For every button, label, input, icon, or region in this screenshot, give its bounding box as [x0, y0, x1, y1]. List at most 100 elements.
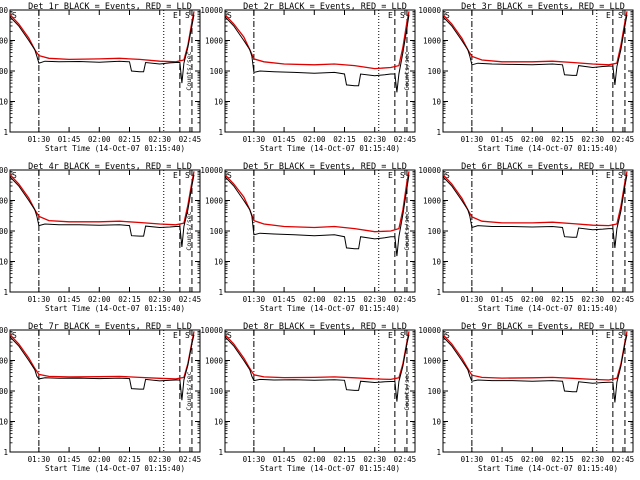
series-line-events — [443, 14, 628, 85]
y-tick-label: 10 — [214, 418, 224, 427]
y-tick-label: 10 — [0, 98, 8, 107]
y-tick-label: 1000 — [0, 37, 8, 46]
x-tick-label: 02:00 — [303, 135, 326, 144]
panel-title: Det 1r BLACK = Events, RED = LLD — [28, 2, 192, 12]
x-tick-label: 01:30 — [461, 295, 484, 304]
panel-title: Det 9r BLACK = Events, RED = LLD — [461, 322, 625, 332]
x-tick-label: 02:45 — [394, 295, 417, 304]
series-line-events — [443, 334, 628, 403]
corner-mark-left: S — [445, 331, 450, 340]
y-tick-label: 100 — [427, 67, 441, 76]
panel-title: Det 6r BLACK = Events, RED = LLD — [461, 162, 625, 172]
corner-mark-right: S — [185, 331, 190, 340]
panel-title: Det 7r BLACK = Events, RED = LLD — [28, 322, 192, 332]
x-tick-label: 02:30 — [581, 135, 604, 144]
corner-mark-right: E — [606, 171, 611, 180]
y-tick-label: 10000 — [0, 166, 8, 175]
corner-mark-left: S — [445, 11, 450, 20]
y-tick-label: 10 — [214, 98, 224, 107]
corner-mark-right: E — [388, 331, 393, 340]
detector-panel-7: Det 7r BLACK = Events, RED = LLD 1 10 100 10… — [0, 322, 201, 473]
x-tick-label: 01:30 — [461, 455, 484, 464]
series-line-events — [225, 174, 410, 257]
y-tick-label: 10 — [432, 258, 442, 267]
x-tick-label: 02:15 — [551, 135, 574, 144]
x-tick-label: 02:45 — [612, 455, 635, 464]
x-axis-label: Start Time (14-Oct-07 01:15:40) — [45, 304, 185, 313]
y-tick-label: 10000 — [0, 6, 8, 15]
series-line-events — [225, 14, 410, 93]
x-tick-label: 01:45 — [491, 135, 514, 144]
y-tick-label: 1000 — [423, 357, 442, 366]
y-tick-label: 10 — [0, 418, 8, 427]
x-tick-label: 02:15 — [333, 295, 356, 304]
corner-mark-right: E — [606, 11, 611, 20]
x-tick-label: 02:15 — [551, 455, 574, 464]
corner-mark-left: S — [12, 11, 17, 20]
series-line-lld — [225, 171, 410, 233]
x-tick-label: 01:45 — [273, 135, 296, 144]
y-tick-label: 1000 — [423, 37, 442, 46]
corner-mark-left: S — [227, 171, 232, 180]
y-tick-label: 1000 — [205, 357, 224, 366]
detector-panel-2: Det 2r BLACK = Events, RED = LLD 1 10 100 10… — [185, 2, 416, 153]
corner-mark-right: E — [606, 331, 611, 340]
x-tick-label: 01:30 — [461, 135, 484, 144]
x-tick-label: 02:30 — [148, 455, 171, 464]
series-line-lld — [225, 331, 410, 381]
y-tick-label: 100 — [209, 387, 223, 396]
x-tick-label: 02:30 — [363, 295, 386, 304]
corner-mark-left: S — [445, 171, 450, 180]
x-tick-label: 01:30 — [28, 455, 51, 464]
y-tick-label: 1 — [436, 288, 441, 297]
x-axis-label: Start Time (14-Oct-07 01:15:40) — [260, 144, 400, 153]
y-tick-label: 1 — [218, 288, 223, 297]
x-tick-label: 02:30 — [148, 295, 171, 304]
detector-panel-9: Det 9r BLACK = Events, RED = LLD 1 10 100 10… — [403, 322, 634, 473]
y-axis-label: Counts/sec — [185, 51, 193, 90]
x-tick-label: 02:15 — [333, 455, 356, 464]
corner-mark-left: S — [12, 171, 17, 180]
y-axis-label: Counts/sec — [403, 211, 411, 250]
corner-mark-right: S — [618, 331, 623, 340]
x-tick-label: 02:45 — [394, 135, 417, 144]
corner-mark-right: E — [388, 171, 393, 180]
corner-mark-right: S — [185, 11, 190, 20]
x-tick-label: 01:30 — [243, 295, 266, 304]
y-tick-label: 100 — [427, 387, 441, 396]
y-tick-label: 1 — [436, 448, 441, 457]
y-tick-label: 1000 — [205, 37, 224, 46]
y-tick-label: 10000 — [418, 6, 441, 15]
y-axis-label: Counts/sec — [403, 371, 411, 410]
y-tick-label: 10 — [214, 258, 224, 267]
corner-mark-right: E — [173, 331, 178, 340]
y-tick-label: 1 — [3, 288, 8, 297]
series-line-lld — [10, 331, 195, 380]
corner-mark-left: S — [227, 331, 232, 340]
corner-mark-right: E — [388, 11, 393, 20]
y-tick-label: 1 — [3, 128, 8, 137]
y-axis-label: Counts/sec — [185, 211, 193, 250]
x-tick-label: 01:30 — [28, 295, 51, 304]
y-tick-label: 10000 — [200, 6, 223, 15]
y-tick-label: 1000 — [205, 197, 224, 206]
x-tick-label: 01:30 — [28, 135, 51, 144]
y-tick-label: 100 — [427, 227, 441, 236]
y-tick-label: 100 — [209, 67, 223, 76]
series-line-lld — [443, 11, 628, 66]
x-tick-label: 01:45 — [58, 455, 81, 464]
x-tick-label: 02:30 — [148, 135, 171, 144]
x-tick-label: 02:15 — [551, 295, 574, 304]
corner-mark-left: S — [12, 331, 17, 340]
x-tick-label: 02:15 — [333, 135, 356, 144]
y-tick-label: 10000 — [200, 166, 223, 175]
series-line-lld — [443, 171, 628, 227]
y-tick-label: 100 — [0, 67, 8, 76]
x-tick-label: 01:45 — [491, 455, 514, 464]
detector-panel-1: Det 1r BLACK = Events, RED = LLD 1 10 100 10… — [0, 2, 201, 153]
y-axis-label: Counts/sec — [185, 371, 193, 410]
x-tick-label: 01:45 — [491, 295, 514, 304]
y-tick-label: 100 — [209, 227, 223, 236]
corner-mark-right: S — [400, 171, 405, 180]
x-tick-label: 02:30 — [363, 135, 386, 144]
